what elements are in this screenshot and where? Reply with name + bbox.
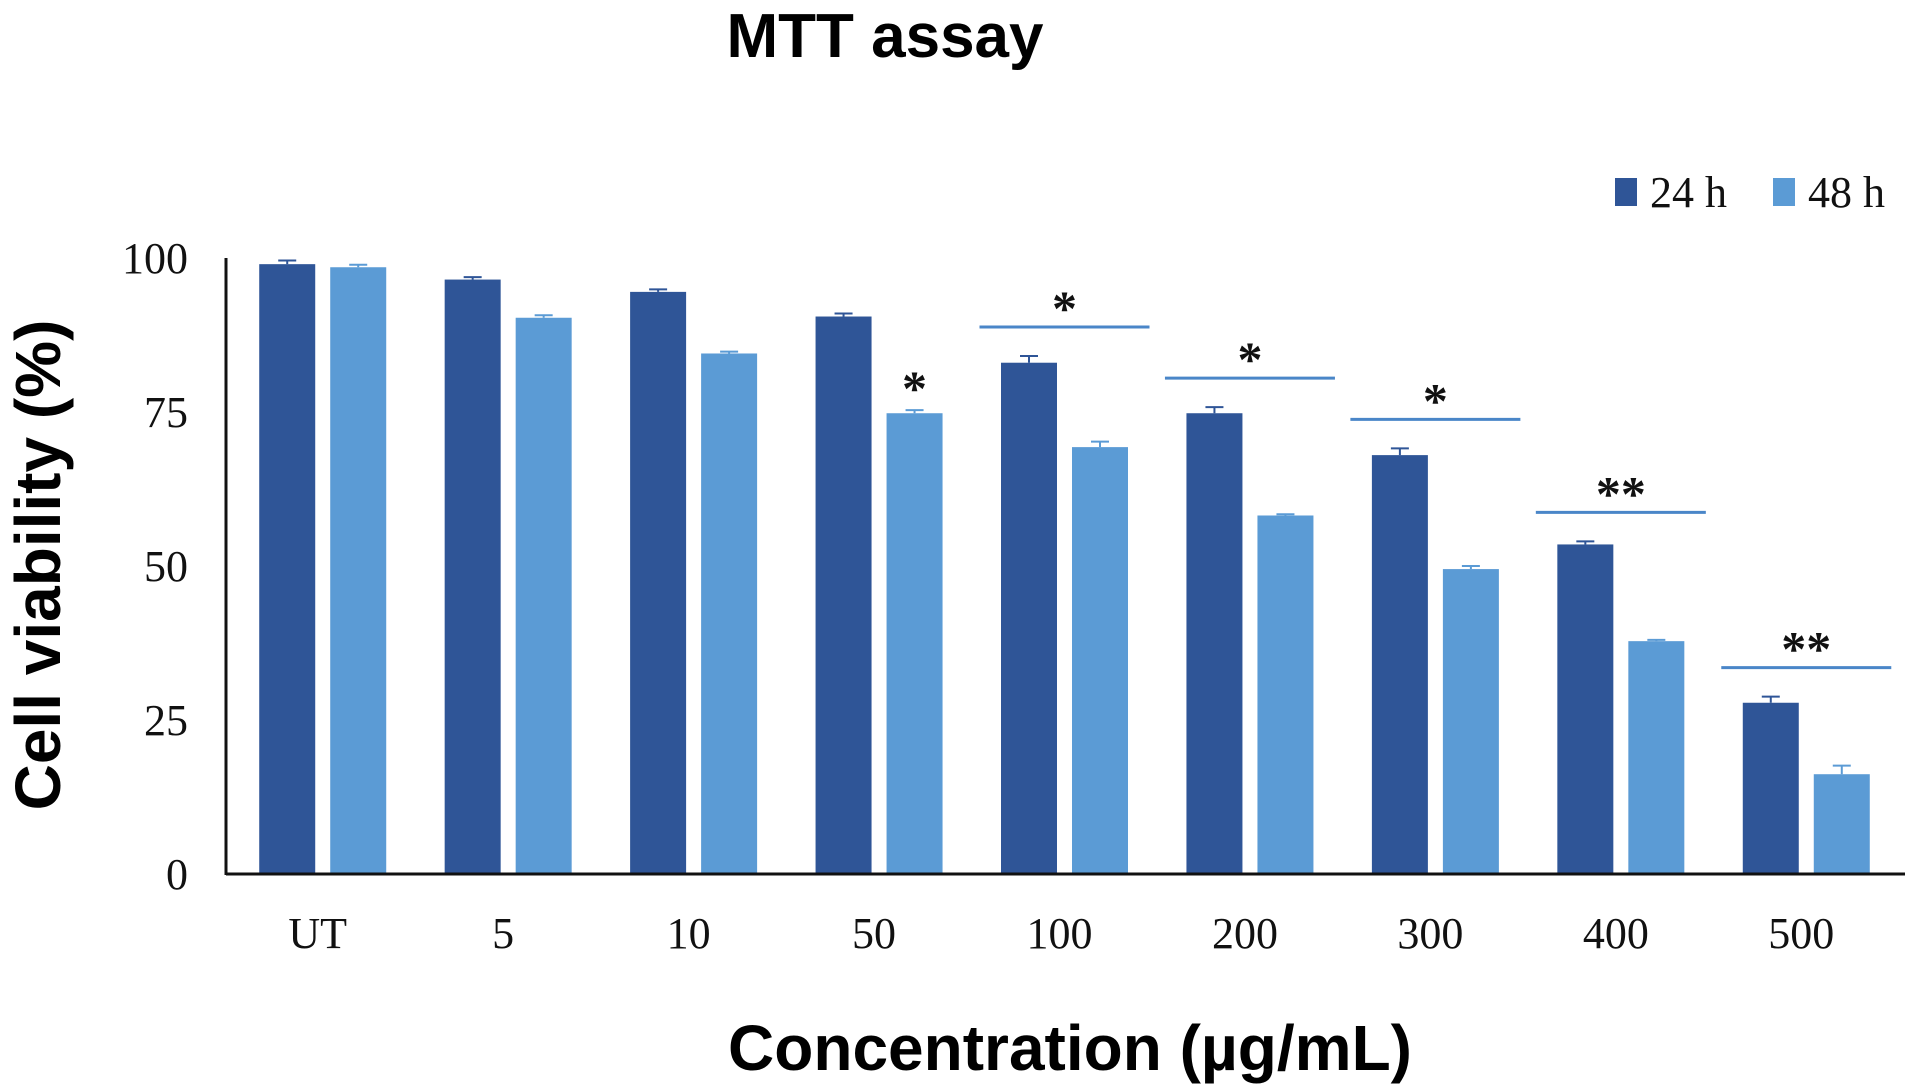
- bar-48h-500: [1813, 774, 1870, 874]
- y-tick-label: 50: [144, 542, 188, 591]
- chart-title: MTT assay: [726, 2, 1044, 71]
- legend-swatch-24h: [1615, 178, 1637, 206]
- significance-label: *: [1052, 280, 1077, 336]
- x-tick-label: 300: [1397, 909, 1463, 958]
- bar-48h-100: [1072, 447, 1128, 874]
- bar-24h-400: [1557, 544, 1614, 874]
- bar-24h-100: [1001, 362, 1057, 874]
- x-tick-label: 5: [492, 909, 514, 958]
- significance-label: *: [1237, 331, 1262, 387]
- x-tick-label: 400: [1583, 909, 1649, 958]
- x-tick-label: 10: [667, 909, 711, 958]
- bars: [259, 259, 1870, 875]
- bar-48h-300: [1442, 569, 1499, 874]
- significance-label: *: [902, 360, 927, 416]
- significance-label: **: [1781, 621, 1831, 677]
- y-axis-title: Cell viability (%): [2, 320, 74, 811]
- legend-swatch-48h: [1773, 178, 1795, 206]
- y-tick-label: 100: [122, 234, 188, 283]
- x-axis-title: Concentration (µg/mL): [728, 1012, 1412, 1084]
- legend-label: 48 h: [1808, 168, 1885, 217]
- bar-48h-200: [1257, 515, 1314, 874]
- x-axis-ticks: UT 5 10 50 100 200 300 400 500: [288, 909, 1834, 958]
- bar-24h-300: [1371, 455, 1428, 874]
- y-axis-ticks: 0 25 50 75 100: [122, 234, 188, 899]
- bar-24h-500: [1742, 702, 1799, 874]
- x-tick-label: 50: [852, 909, 896, 958]
- significance-markers: ********: [902, 280, 1892, 677]
- x-tick-label: 200: [1212, 909, 1278, 958]
- bar-24h-5: [444, 279, 501, 874]
- significance-label: *: [1423, 372, 1448, 428]
- legend-label: 24 h: [1650, 168, 1727, 217]
- y-tick-label: 0: [166, 850, 188, 899]
- bar-48h-10: [701, 353, 758, 875]
- bar-48h-50: [886, 413, 943, 874]
- bar-24h-200: [1186, 413, 1243, 874]
- x-tick-label: 500: [1768, 909, 1834, 958]
- x-tick-label: 100: [1027, 909, 1093, 958]
- bar-24h-10: [630, 291, 687, 874]
- significance-label: **: [1596, 465, 1646, 521]
- bar-48h-UT: [330, 267, 387, 874]
- y-tick-label: 25: [144, 696, 188, 745]
- x-tick-label: UT: [288, 909, 347, 958]
- bar-48h-5: [515, 317, 572, 874]
- legend: 24 h 48 h: [1615, 168, 1885, 217]
- bar-24h-UT: [259, 264, 316, 874]
- y-tick-label: 75: [144, 388, 188, 437]
- bar-48h-400: [1628, 641, 1685, 874]
- bar-24h-50: [815, 316, 872, 874]
